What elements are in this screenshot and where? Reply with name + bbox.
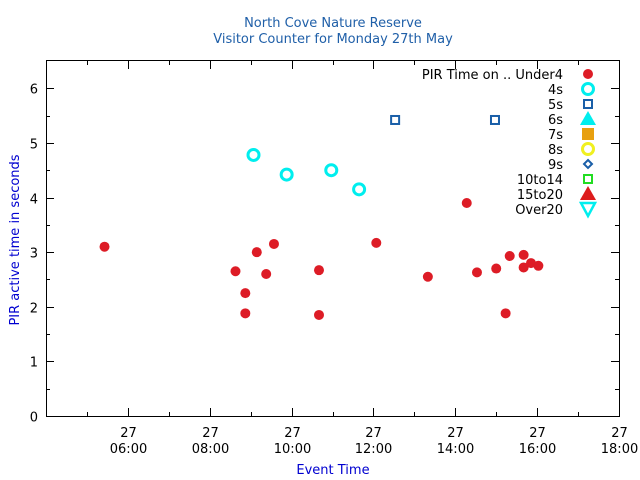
x-tick-time-label: 10:00: [274, 442, 311, 457]
x-axis: 2706:002708:002710:002712:002714:002716:…: [87, 61, 638, 457]
x-tick-time-label: 18:00: [601, 442, 638, 457]
point-4s: [279, 167, 294, 182]
x-tick-time-label: 14:00: [437, 442, 474, 457]
x-tick-time-label: 16:00: [519, 442, 556, 457]
y-axis: 0 1 2 3 4 5 6: [30, 83, 619, 426]
legend-marker-7s: [582, 128, 594, 140]
legend-marker-4s: [581, 82, 595, 96]
legend-marker-under4: [583, 69, 593, 79]
x-tick-day-label: 27: [284, 426, 301, 441]
chart-subtitle: Visitor Counter for Monday 27th May: [213, 32, 453, 47]
legend-label: 4s: [548, 83, 563, 98]
point-under4: [240, 308, 251, 319]
x-tick-time-label: 08:00: [192, 442, 229, 457]
y-tick-label: 6: [30, 83, 38, 98]
point-under4: [518, 249, 529, 260]
point-under4: [261, 269, 272, 279]
legend-marker-9s: [582, 158, 594, 170]
x-tick-day-label: 27: [365, 426, 382, 441]
x-tick-day-label: 27: [447, 426, 464, 441]
y-tick-label: 0: [30, 411, 38, 426]
x-tick-day-label: 27: [202, 426, 219, 441]
y-tick-label: 2: [30, 302, 38, 317]
legend-marker-6s: [580, 111, 596, 125]
point-under4: [422, 271, 433, 282]
chart-title: North Cove Nature Reserve: [244, 16, 422, 31]
point-under4: [491, 263, 502, 274]
y-axis-label: PIR active time in seconds: [8, 154, 23, 325]
legend-label: 10to14: [517, 173, 563, 188]
legend-label: Over20: [515, 203, 563, 218]
plot-frame: [46, 60, 620, 417]
point-4s: [352, 182, 367, 197]
y-tick-label: 5: [30, 138, 38, 153]
x-tick-day-label: 27: [611, 426, 628, 441]
legend-marker-10to14: [583, 174, 593, 184]
x-tick-day-label: 27: [529, 426, 546, 441]
legend-label: PIR Time on .. Under4: [422, 68, 563, 83]
data-points: [99, 114, 544, 320]
point-under4: [99, 241, 110, 252]
legend: PIR Time on .. Under44s5s6s7s8s9s10to141…: [422, 68, 598, 219]
point-5s: [390, 114, 401, 125]
point-under4: [251, 247, 262, 258]
legend-label: 15to20: [517, 188, 563, 203]
point-under4: [533, 260, 544, 271]
legend-marker-5s: [583, 99, 593, 109]
point-under4: [313, 309, 324, 320]
legend-label: 7s: [548, 128, 563, 143]
point-under4: [471, 267, 482, 278]
y-tick-label: 1: [30, 356, 38, 371]
point-under4: [240, 288, 251, 299]
point-under4: [268, 238, 279, 249]
x-axis-label: Event Time: [296, 463, 369, 478]
point-under4: [313, 265, 324, 276]
point-under4: [518, 262, 529, 273]
point-under4: [230, 266, 241, 277]
x-tick-time-label: 12:00: [355, 442, 392, 457]
point-under4: [461, 198, 472, 208]
x-tick-time-label: 06:00: [110, 442, 147, 457]
point-4s: [246, 147, 261, 162]
legend-label: 5s: [548, 98, 563, 113]
legend-label: 6s: [548, 113, 563, 128]
legend-label: 9s: [548, 158, 563, 173]
point-under4: [371, 237, 382, 248]
point-5s: [489, 114, 500, 125]
point-under4: [504, 250, 515, 261]
point-under4: [500, 308, 511, 319]
legend-marker-8s: [581, 142, 595, 156]
x-tick-day-label: 27: [120, 426, 137, 441]
legend-marker-15to20: [580, 186, 596, 200]
point-4s: [324, 163, 339, 178]
y-tick-label: 3: [30, 247, 38, 262]
legend-label: 8s: [548, 143, 563, 158]
y-tick-label: 4: [30, 193, 38, 208]
legend-marker-over20: [578, 201, 598, 219]
